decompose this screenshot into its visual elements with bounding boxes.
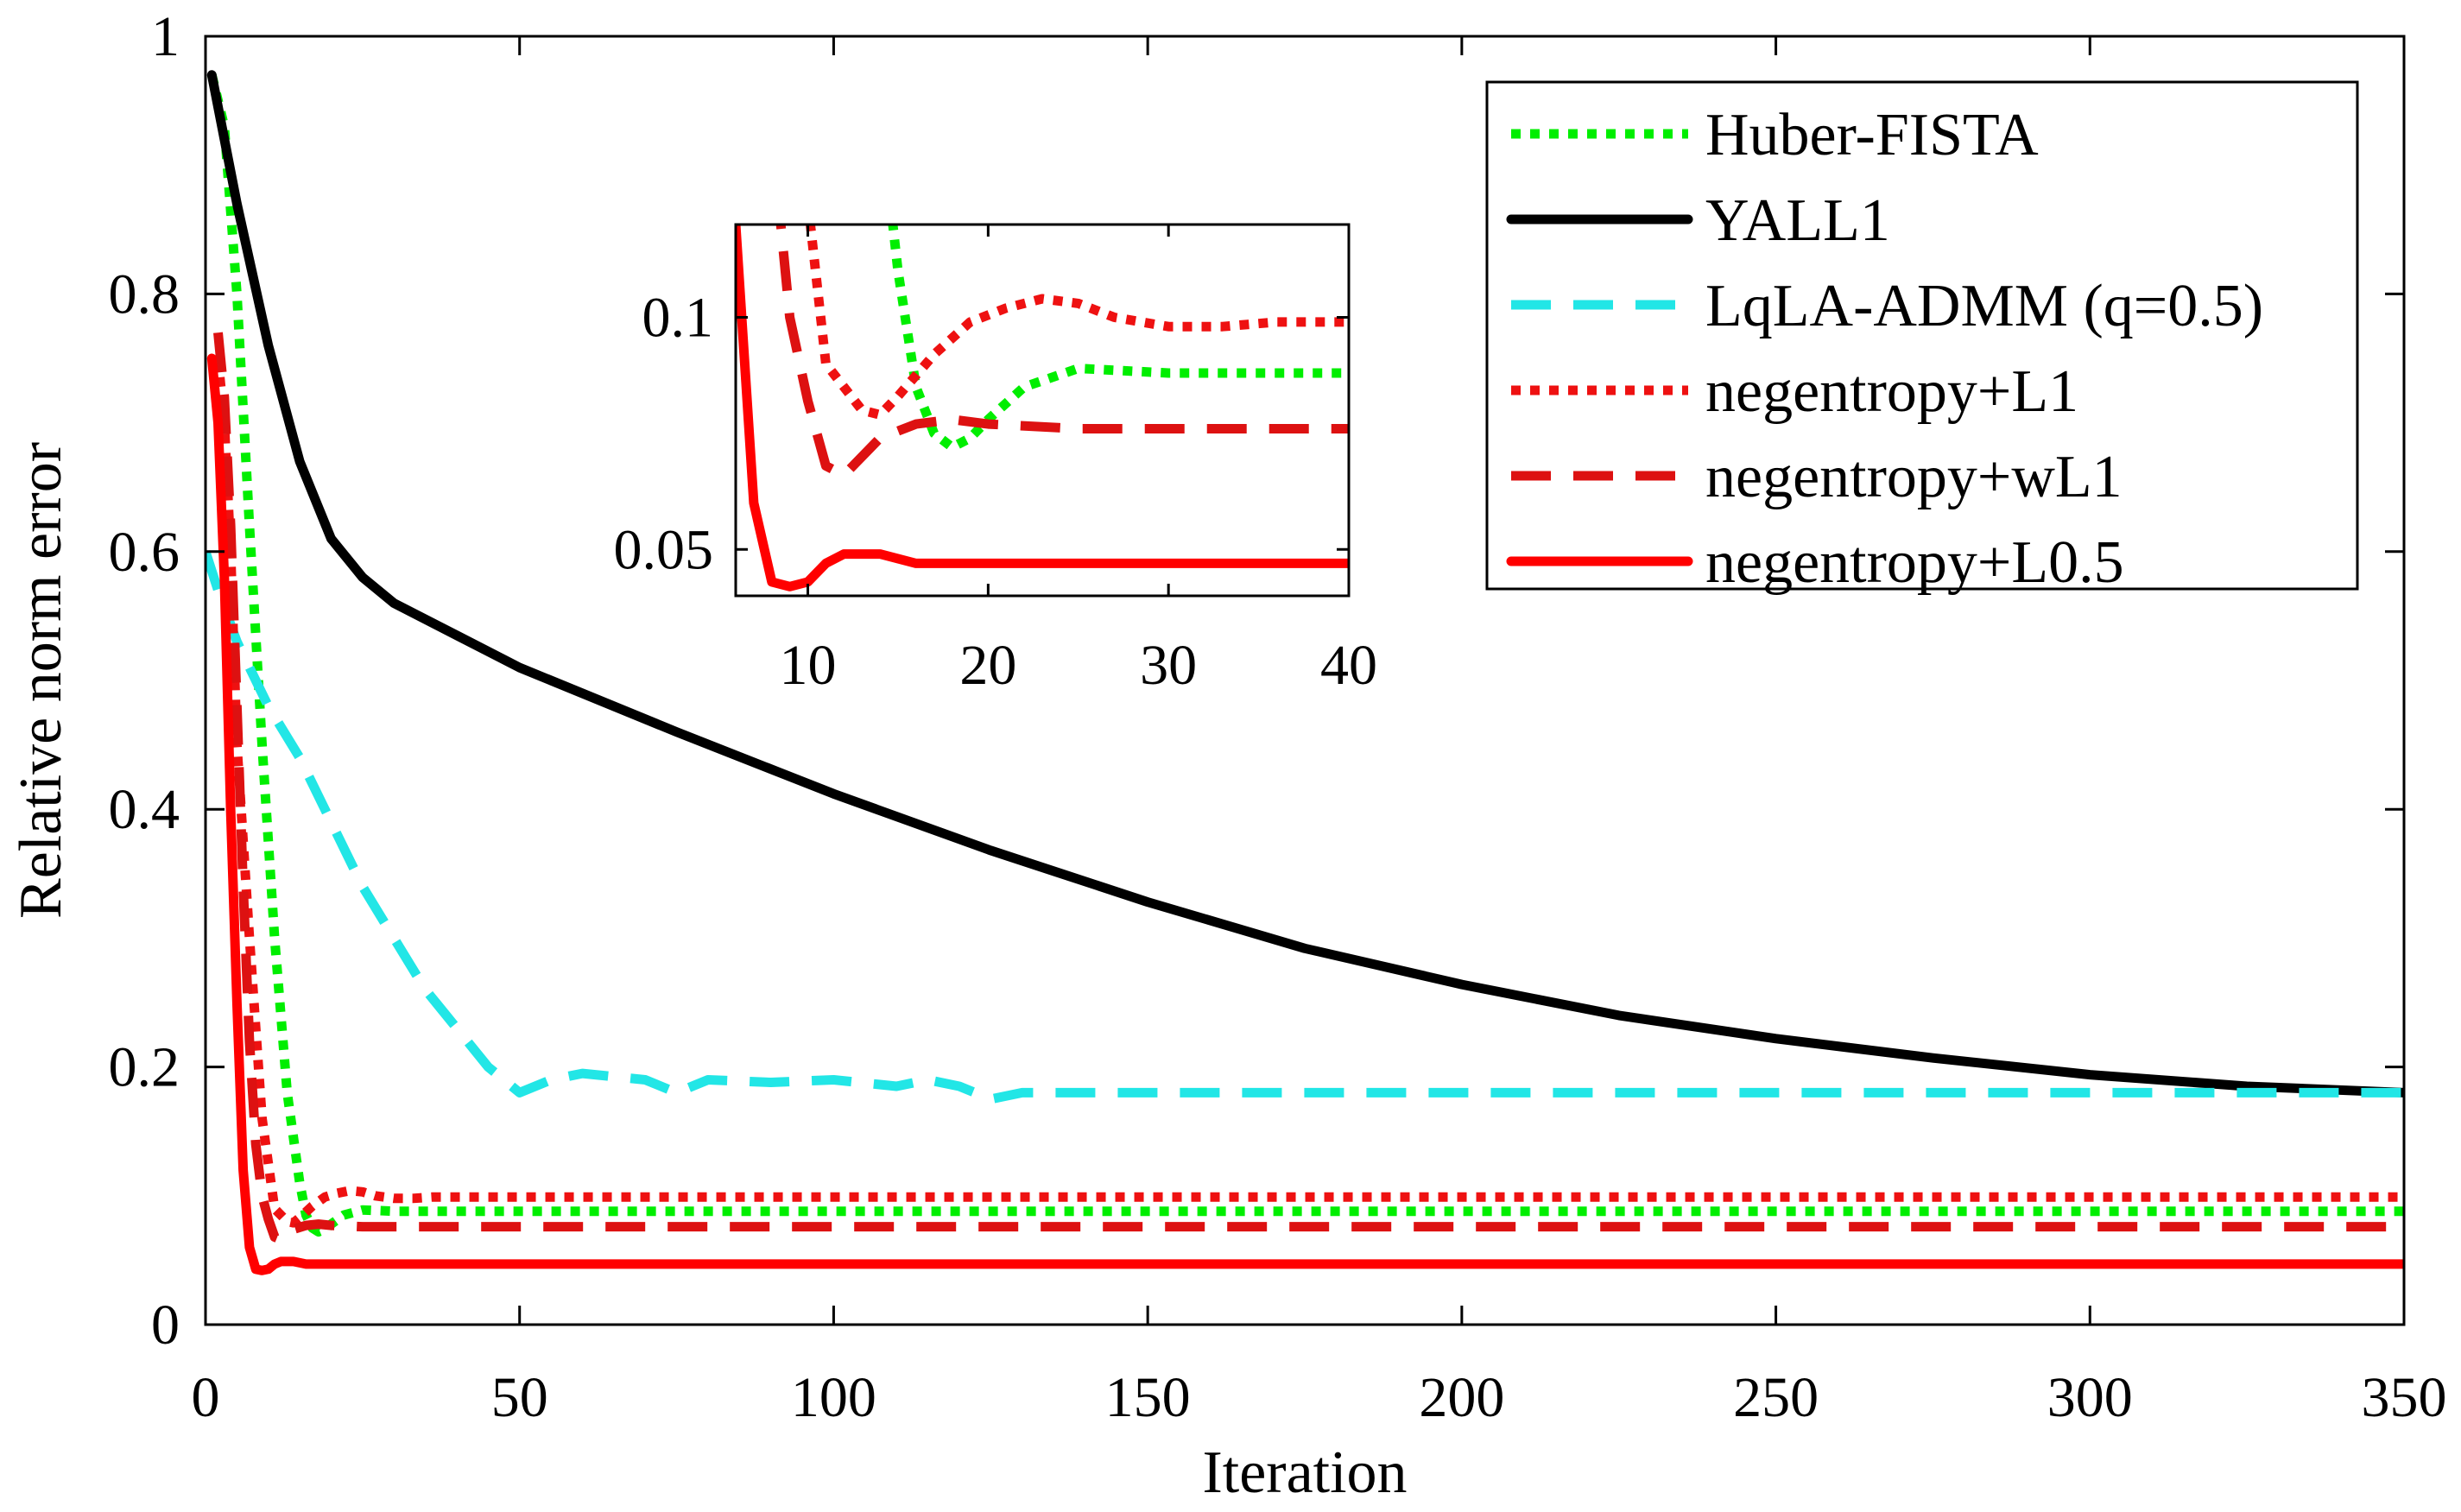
y-tick-label: 0.4	[109, 778, 180, 841]
inset-series-line-negentropy-l0-5	[736, 225, 1349, 592]
legend-label-lqla-admm-q-0-5: LqLA-ADMM (q=0.5)	[1705, 273, 2263, 339]
x-tick-label: 300	[2047, 1366, 2133, 1429]
main-axes-ticks: 0 50 100 150 200 250 300 350 0 0.2 0.4 0.6 0.8 1	[109, 5, 2447, 1429]
x-tick-label: 50	[491, 1366, 548, 1429]
inset-plot-series	[736, 225, 1349, 592]
x-tick-label: 100	[791, 1366, 876, 1429]
inset-x-tick-label: 20	[959, 634, 1016, 697]
legend-label-negentropy-l1: negentropy+L1	[1705, 358, 2078, 425]
inset-series-line-negentropy-l1	[805, 225, 1349, 420]
inset-x-tick-label: 40	[1320, 634, 1377, 697]
x-tick-label: 250	[1733, 1366, 1819, 1429]
inset-series-line-negentropy-wl1	[775, 225, 1349, 480]
legend-items: Huber-FISTA YALL1 LqLA-ADMM (q=0.5) negentr…	[1506, 102, 2263, 596]
series-line-lqla-admm-q-0-5	[206, 550, 2404, 1104]
series-line-yall1	[206, 70, 2404, 1098]
legend-label-huber-fista: Huber-FISTA	[1705, 102, 2039, 168]
inset-plot: 10 20 30 40 0.05 0.1	[614, 223, 1377, 697]
legend-box	[1485, 80, 2359, 591]
inset-axes-box	[734, 223, 1351, 598]
x-axis-label: Iteration	[1202, 1439, 1407, 1506]
main-axes-box	[204, 35, 2406, 1326]
series-line-negentropy-l1	[213, 357, 2404, 1228]
x-tick-label: 350	[2362, 1366, 2447, 1429]
legend: Huber-FISTA YALL1 LqLA-ADMM (q=0.5) negentr…	[1485, 80, 2359, 596]
y-axis-label: Relative norm error	[8, 442, 74, 919]
inset-x-tick-label: 10	[780, 634, 837, 697]
x-tick-label: 0	[192, 1366, 220, 1429]
inset-background	[736, 225, 1349, 596]
x-tick-label: 200	[1419, 1366, 1504, 1429]
legend-label-yall1: YALL1	[1705, 187, 1890, 254]
y-tick-label: 0.8	[109, 263, 180, 326]
y-tick-label: 1	[151, 5, 180, 68]
inset-axes-ticks: 10 20 30 40 0.05 0.1	[614, 225, 1377, 697]
legend-label-negentropy-wl1: negentropy+wL1	[1705, 444, 2123, 510]
series-line-negentropy-l0-5	[206, 353, 2404, 1275]
inset-y-tick-label: 0.05	[614, 518, 714, 581]
main-plot-series	[206, 70, 2404, 1275]
x-tick-label: 150	[1105, 1366, 1191, 1429]
legend-label-negentropy-l0-5: negentropy+L0.5	[1705, 529, 2124, 596]
series-line-negentropy-wl1	[213, 332, 2404, 1244]
y-tick-label: 0.2	[109, 1036, 180, 1099]
series-line-huber-fista	[206, 73, 2404, 1237]
inset-x-tick-label: 30	[1140, 634, 1197, 697]
y-tick-label: 0	[151, 1294, 180, 1357]
y-tick-label: 0.6	[109, 521, 180, 584]
inset-y-tick-label: 0.1	[642, 287, 714, 350]
